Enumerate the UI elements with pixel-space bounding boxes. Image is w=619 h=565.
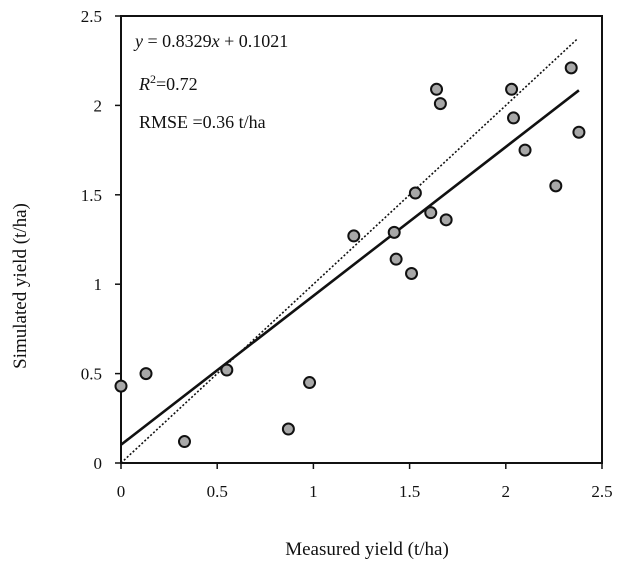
x-tick-label: 1 — [309, 482, 318, 501]
x-tick-label: 1.5 — [399, 482, 420, 501]
data-point — [177, 435, 191, 449]
y-tick-label: 1.5 — [81, 186, 102, 205]
data-point — [139, 367, 153, 381]
x-tick-label: 2.5 — [591, 482, 612, 501]
y-axis: 0 0.5 1 1.5 2 2.5 — [81, 7, 121, 473]
x-tick-label: 2 — [502, 482, 511, 501]
data-point — [433, 97, 447, 111]
rmse-label: RMSE =0.36 t/ha — [139, 112, 266, 132]
data-point — [424, 206, 438, 220]
y-tick-label: 1 — [94, 275, 103, 294]
data-point — [387, 225, 401, 239]
data-points — [114, 61, 586, 449]
data-point — [389, 252, 403, 266]
x-tick-label: 0.5 — [207, 482, 228, 501]
data-point — [572, 125, 586, 139]
r-squared-label: R2=0.72 — [138, 72, 198, 94]
one-to-one-line — [120, 38, 578, 464]
y-tick-label: 2.5 — [81, 7, 102, 26]
y-tick-label: 0.5 — [81, 365, 102, 384]
data-point — [114, 379, 128, 393]
y-tick-label: 0 — [94, 454, 103, 473]
x-tick-label: 0 — [117, 482, 126, 501]
data-point — [430, 82, 444, 96]
data-point — [347, 229, 361, 243]
data-point — [506, 111, 520, 125]
data-point — [518, 143, 532, 157]
x-axis-title: Measured yield (t/ha) — [285, 539, 449, 560]
data-point — [405, 266, 419, 280]
regression-line — [120, 89, 580, 446]
data-point — [564, 61, 578, 75]
y-tick-label: 2 — [94, 96, 103, 115]
data-point — [439, 213, 453, 227]
x-axis: 0 0.5 1 1.5 2 2.5 — [117, 463, 613, 501]
plot-frame — [120, 15, 603, 464]
data-point — [303, 376, 317, 390]
data-point — [505, 82, 519, 96]
data-point — [408, 186, 422, 200]
data-point — [549, 179, 563, 193]
regression-equation: y = 0.8329x + 0.1021 — [133, 31, 288, 51]
data-point — [220, 363, 234, 377]
data-point — [281, 422, 295, 436]
y-axis-title: Simulated yield (t/ha) — [10, 203, 31, 369]
